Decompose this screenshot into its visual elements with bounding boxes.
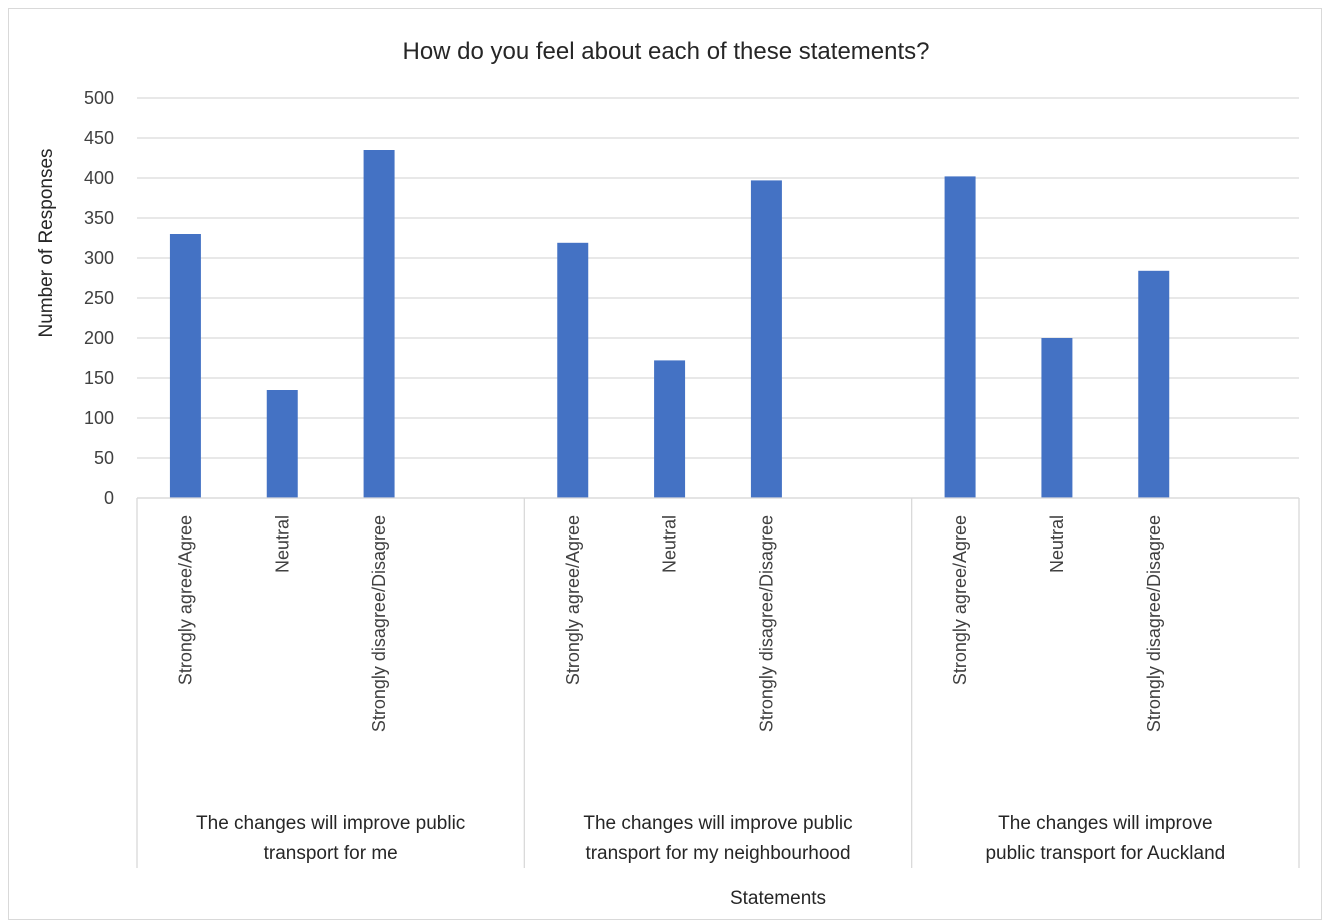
bars (169, 150, 1170, 498)
category-label: Strongly agree/Agree (563, 515, 583, 685)
bar (944, 176, 976, 498)
category-label: Strongly disagree/Disagree (756, 515, 776, 732)
category-label: Strongly disagree/Disagree (1144, 515, 1164, 732)
category-label: Neutral (272, 515, 292, 573)
gridlines (137, 97, 1299, 499)
y-axis-tick-labels: 0 50 100 150 200 250 300 350 400 450 500 (84, 88, 114, 508)
bar (363, 150, 395, 498)
x-axis-lines (136, 497, 1300, 868)
y-tick-label: 500 (84, 88, 114, 108)
group-label-line: transport for me (264, 843, 398, 864)
y-tick-label: 150 (84, 368, 114, 388)
group-label-line: The changes will improve public (196, 813, 465, 834)
category-labels: Strongly agree/Agree Neutral Strongly disa… (175, 515, 1163, 732)
group-label-line: The changes will improve (998, 813, 1212, 834)
bar (1041, 338, 1073, 498)
y-tick-label: 0 (104, 488, 114, 508)
bar (1138, 270, 1170, 498)
category-label: Neutral (660, 515, 680, 573)
y-tick-label: 450 (84, 128, 114, 148)
group-labels: The changes will improve public transport… (196, 813, 1225, 864)
bar (557, 242, 589, 498)
y-tick-label: 400 (84, 168, 114, 188)
group-label-line: public transport for Auckland (985, 843, 1225, 864)
y-axis-title: Number of Responses (36, 148, 57, 337)
category-label: Strongly disagree/Disagree (369, 515, 389, 732)
category-label: Strongly agree/Agree (950, 515, 970, 685)
bar (654, 360, 686, 498)
y-tick-label: 250 (84, 288, 114, 308)
chart-title: How do you feel about each of these stat… (402, 38, 929, 65)
bar (266, 390, 298, 498)
y-tick-label: 350 (84, 208, 114, 228)
y-tick-label: 200 (84, 328, 114, 348)
group-label-line: transport for my neighbourhood (585, 843, 850, 864)
y-tick-label: 300 (84, 248, 114, 268)
x-axis-title: Statements (730, 888, 826, 909)
bar (169, 234, 201, 498)
y-tick-label: 100 (84, 408, 114, 428)
category-label: Neutral (1047, 515, 1067, 573)
group-label-line: The changes will improve public (583, 813, 852, 834)
category-label: Strongly agree/Agree (175, 515, 195, 685)
bar (750, 180, 782, 498)
y-tick-label: 50 (94, 448, 114, 468)
